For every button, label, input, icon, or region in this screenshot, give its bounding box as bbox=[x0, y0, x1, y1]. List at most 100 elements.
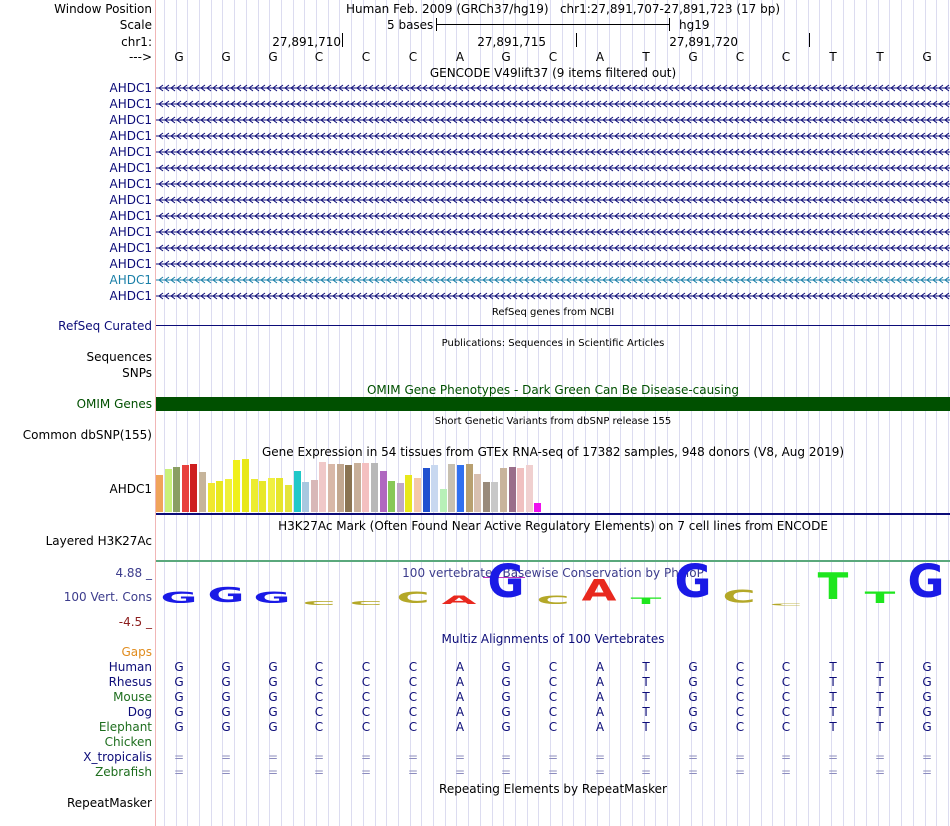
gtex-tissue-bar[interactable] bbox=[397, 483, 404, 512]
gtex-tissue-bar[interactable] bbox=[173, 467, 180, 512]
gencode-transcript-label[interactable]: AHDC1 bbox=[109, 193, 153, 207]
gencode-transcript-row[interactable] bbox=[156, 208, 950, 224]
gtex-tissue-bar[interactable] bbox=[259, 481, 266, 512]
gtex-expression-chart[interactable] bbox=[156, 459, 556, 512]
multiz-track-title[interactable]: Multiz Alignments of 100 Vertebrates bbox=[441, 632, 665, 646]
gtex-tissue-bar[interactable] bbox=[457, 465, 464, 512]
gtex-tissue-bar[interactable] bbox=[491, 482, 498, 512]
gencode-transcript-label[interactable]: AHDC1 bbox=[109, 145, 153, 159]
conservation-base[interactable]: G bbox=[907, 556, 945, 609]
gtex-tissue-bar[interactable] bbox=[208, 483, 215, 512]
gtex-tissue-bar[interactable] bbox=[165, 469, 172, 512]
gtex-tissue-bar[interactable] bbox=[337, 464, 344, 512]
h3k27ac-track-title[interactable]: H3K27Ac Mark (Often Found Near Active Re… bbox=[278, 519, 828, 533]
gtex-tissue-bar[interactable] bbox=[190, 464, 197, 512]
gencode-transcript-label[interactable]: AHDC1 bbox=[109, 113, 153, 127]
gtex-tissue-bar[interactable] bbox=[500, 468, 507, 512]
gencode-transcript-label[interactable]: AHDC1 bbox=[109, 209, 153, 223]
omim-track-label[interactable]: OMIM Genes bbox=[76, 397, 152, 411]
gtex-tissue-bar[interactable] bbox=[509, 467, 516, 512]
gencode-transcript-row[interactable] bbox=[156, 240, 950, 256]
gtex-tissue-bar[interactable] bbox=[354, 463, 361, 512]
omim-track-title[interactable]: OMIM Gene Phenotypes - Dark Green Can Be… bbox=[366, 383, 740, 397]
dbsnp-track-title[interactable]: Short Genetic Variants from dbSNP releas… bbox=[434, 416, 672, 427]
gencode-transcript-row[interactable] bbox=[156, 288, 950, 304]
multiz-species-label[interactable]: Chicken bbox=[104, 735, 152, 749]
gencode-transcript-row[interactable] bbox=[156, 224, 950, 240]
gtex-tissue-bar[interactable] bbox=[414, 478, 421, 512]
gtex-tissue-bar[interactable] bbox=[526, 465, 533, 512]
gencode-transcript-row[interactable] bbox=[156, 112, 950, 128]
refseq-track-title[interactable]: RefSeq genes from NCBI bbox=[491, 307, 615, 318]
dbsnp-track-label[interactable]: Common dbSNP(155) bbox=[22, 428, 152, 442]
window-position-value[interactable]: Human Feb. 2009 (GRCh37/hg19) chr1:27,89… bbox=[346, 2, 781, 16]
gtex-gene-label[interactable]: AHDC1 bbox=[109, 482, 153, 496]
gtex-tissue-bar[interactable] bbox=[431, 465, 438, 512]
gtex-tissue-bar[interactable] bbox=[423, 468, 430, 512]
multiz-species-label[interactable]: Mouse bbox=[113, 690, 152, 704]
conservation-base[interactable]: G bbox=[207, 583, 245, 608]
gtex-tissue-bar[interactable] bbox=[448, 464, 455, 512]
multiz-species-label[interactable]: Elephant bbox=[98, 720, 152, 734]
gencode-transcript-label[interactable]: AHDC1 bbox=[109, 289, 153, 303]
publications-track-title[interactable]: Publications: Sequences in Scientific Ar… bbox=[441, 338, 665, 349]
gtex-tissue-bar[interactable] bbox=[474, 474, 481, 512]
gtex-tissue-bar[interactable] bbox=[517, 468, 524, 512]
conservation-base[interactable]: C bbox=[769, 603, 803, 607]
conservation-base[interactable]: A bbox=[441, 593, 477, 607]
refseq-gene-line[interactable] bbox=[156, 325, 950, 326]
gtex-tissue-bar[interactable] bbox=[233, 460, 240, 512]
conservation-base[interactable]: C bbox=[349, 600, 383, 607]
gencode-transcript-row[interactable] bbox=[156, 128, 950, 144]
refseq-track-label[interactable]: RefSeq Curated bbox=[58, 319, 152, 333]
conservation-base[interactable]: C bbox=[302, 600, 336, 607]
gencode-track-title[interactable]: GENCODE V49lift37 (9 items filtered out) bbox=[429, 66, 677, 80]
multiz-species-label[interactable]: Dog bbox=[127, 705, 152, 719]
gtex-tissue-bar[interactable] bbox=[285, 485, 292, 512]
gencode-transcript-row[interactable] bbox=[156, 192, 950, 208]
conservation-base[interactable]: G bbox=[160, 588, 198, 607]
gtex-tissue-bar[interactable] bbox=[199, 472, 206, 512]
gtex-tissue-bar[interactable] bbox=[534, 503, 541, 512]
gtex-tissue-bar[interactable] bbox=[276, 478, 283, 512]
gtex-tissue-bar[interactable] bbox=[440, 489, 447, 512]
conservation-base[interactable]: A bbox=[581, 574, 617, 608]
gtex-tissue-bar[interactable] bbox=[268, 478, 275, 512]
conservation-base[interactable]: C bbox=[722, 586, 756, 608]
conservation-base[interactable]: G bbox=[487, 556, 525, 609]
gencode-transcript-label[interactable]: AHDC1 bbox=[109, 129, 153, 143]
gencode-transcript-row[interactable] bbox=[156, 144, 950, 160]
gtex-tissue-bar[interactable] bbox=[294, 471, 301, 512]
multiz-species-label[interactable]: X_tropicalis bbox=[83, 750, 152, 764]
gencode-transcript-row[interactable] bbox=[156, 96, 950, 112]
gencode-transcript-row[interactable] bbox=[156, 160, 950, 176]
gtex-tissue-bar[interactable] bbox=[182, 465, 189, 512]
publications-snps-label[interactable]: SNPs bbox=[122, 366, 152, 380]
publications-sequences-label[interactable]: Sequences bbox=[86, 350, 152, 364]
gtex-track-title[interactable]: Gene Expression in 54 tissues from GTEx … bbox=[261, 445, 845, 459]
gtex-tissue-bar[interactable] bbox=[405, 475, 412, 512]
gtex-tissue-bar[interactable] bbox=[388, 481, 395, 512]
gencode-transcript-label[interactable]: AHDC1 bbox=[109, 177, 153, 191]
gencode-transcript-label[interactable]: AHDC1 bbox=[109, 273, 153, 287]
conservation-base[interactable]: G bbox=[674, 556, 712, 609]
gtex-tissue-bar[interactable] bbox=[380, 471, 387, 512]
conservation-base[interactable]: C bbox=[396, 588, 430, 607]
gtex-tissue-bar[interactable] bbox=[483, 482, 490, 512]
conservation-base[interactable]: T bbox=[817, 566, 849, 609]
gtex-tissue-bar[interactable] bbox=[225, 479, 232, 512]
h3k27ac-track-label[interactable]: Layered H3K27Ac bbox=[45, 534, 152, 548]
gencode-transcript-label[interactable]: AHDC1 bbox=[109, 161, 153, 175]
conservation-base[interactable]: C bbox=[536, 593, 570, 607]
gencode-transcript-label[interactable]: AHDC1 bbox=[109, 241, 153, 255]
gencode-transcript-label[interactable]: AHDC1 bbox=[109, 225, 153, 239]
gtex-tissue-bar[interactable] bbox=[371, 463, 378, 512]
gtex-tissue-bar[interactable] bbox=[319, 462, 326, 512]
repeatmasker-track-title[interactable]: Repeating Elements by RepeatMasker bbox=[439, 782, 667, 796]
gencode-transcript-row[interactable] bbox=[156, 176, 950, 192]
conservation-base[interactable]: G bbox=[253, 588, 291, 607]
conservation-base[interactable]: T bbox=[864, 588, 896, 607]
gtex-tissue-bar[interactable] bbox=[242, 459, 249, 512]
gtex-tissue-bar[interactable] bbox=[328, 464, 335, 512]
gtex-tissue-bar[interactable] bbox=[345, 465, 352, 512]
